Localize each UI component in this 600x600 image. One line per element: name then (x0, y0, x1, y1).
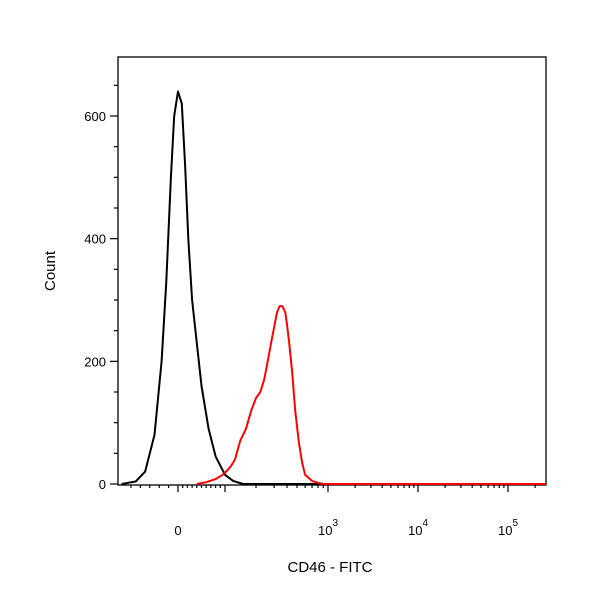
x-tick-base: 10 (498, 523, 512, 538)
y-tick-label: 600 (84, 109, 106, 124)
x-axis-title: CD46 - FITC (287, 559, 372, 576)
x-tick-base: 10 (318, 523, 332, 538)
histogram-series (121, 90, 546, 485)
x-tick-base: 0 (174, 523, 181, 538)
y-tick-label: 400 (84, 232, 106, 247)
histogram-series-0 (121, 90, 546, 485)
y-axis-ticks: 0 200 400 600 (84, 84, 118, 492)
x-tick-label: 104 (408, 518, 428, 538)
y-tick-label: 0 (99, 477, 106, 492)
x-tick-label: 103 (318, 518, 338, 538)
x-tick-exponent: 4 (422, 518, 428, 529)
x-axis-ticks: 0 103 104 105 (130, 485, 536, 538)
x-tick-label: 0 (174, 523, 181, 538)
y-tick-label: 200 (84, 354, 106, 369)
x-tick-label: 105 (498, 518, 518, 538)
x-tick-exponent: 5 (512, 518, 518, 529)
histogram-series-1 (196, 305, 546, 485)
x-tick-base: 10 (408, 523, 422, 538)
x-tick-exponent: 3 (332, 518, 338, 529)
y-axis-title: Count (42, 250, 59, 291)
